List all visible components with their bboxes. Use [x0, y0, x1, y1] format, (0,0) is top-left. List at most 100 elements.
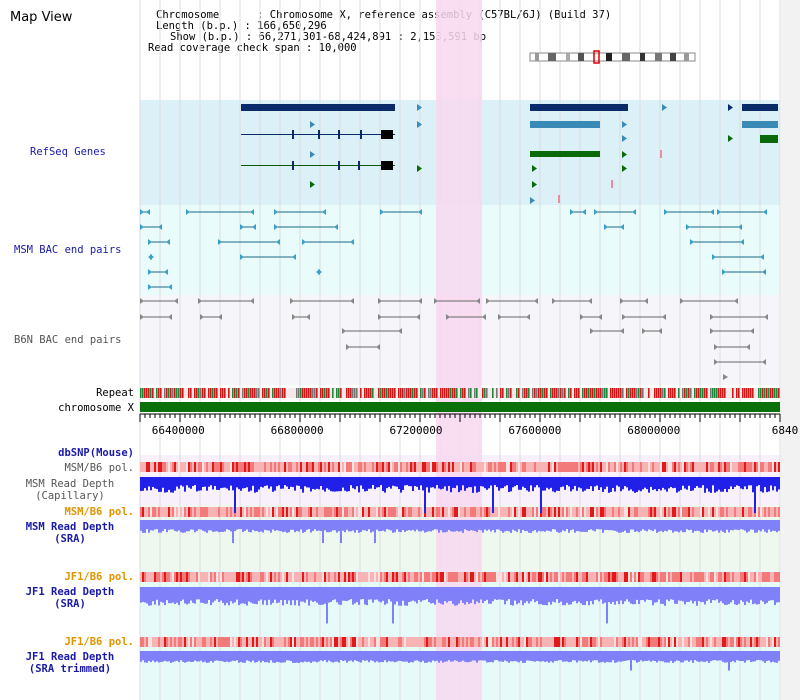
polymorphism-bin: [494, 572, 496, 582]
msm-capillary-depth-bin: [644, 477, 646, 488]
polymorphism-bin: [566, 572, 568, 582]
polymorphism-bin: [584, 572, 586, 582]
right-scrollbar[interactable]: [781, 0, 800, 700]
jf1-trimmed-depth-bin: [302, 651, 304, 663]
track-label-jf1-depth-trimmed[interactable]: JF1 Read Depth (SRA trimmed): [0, 651, 140, 675]
polymorphism-bin: [582, 637, 584, 647]
repeat-element: [546, 388, 548, 398]
repeat-element: [770, 388, 772, 398]
polymorphism-bin: [336, 462, 338, 472]
polymorphism-bin: [274, 572, 276, 582]
polymorphism-bin: [520, 572, 522, 582]
polymorphism-bin: [750, 572, 752, 582]
jf1-trimmed-depth-bin: [234, 651, 236, 661]
msm-sra-depth-bin: [776, 520, 778, 533]
polymorphism-bin: [512, 572, 514, 582]
jf1-sra-depth-bin: [280, 587, 282, 601]
msm-capillary-depth-bin: [320, 477, 322, 486]
msm-capillary-depth-bin: [382, 477, 384, 492]
msm-capillary-depth-bin: [482, 477, 484, 487]
msm-sra-depth-bin: [150, 520, 152, 531]
polymorphism-bin: [608, 507, 610, 517]
jf1-sra-depth-bin: [538, 587, 540, 605]
msm-sra-depth-bin: [414, 520, 416, 532]
track-label-msm-b6-pol-1[interactable]: MSM/B6 pol.: [64, 462, 134, 474]
msm-capillary-depth-bin: [522, 477, 524, 487]
polymorphism-bin: [514, 572, 516, 582]
track-label-msm-b6-pol-2[interactable]: MSM/B6 pol.: [64, 506, 134, 518]
polymorphism-bin: [776, 572, 778, 582]
track-label-msm-bac[interactable]: MSM BAC end pairs: [14, 244, 122, 256]
polymorphism-bin: [504, 572, 506, 582]
polymorphism-bin: [478, 637, 480, 647]
jf1-sra-depth-bin: [254, 587, 256, 604]
b6n-bac-end: [218, 314, 222, 320]
jf1-trimmed-depth-bin: [380, 651, 382, 663]
repeat-element: [378, 388, 380, 398]
msm-capillary-depth-bin: [620, 477, 622, 492]
repeat-element: [146, 388, 148, 398]
track-label-jf1-b6-pol-2[interactable]: JF1/B6 pol.: [64, 636, 134, 648]
track-label-jf1-depth-sra[interactable]: JF1 Read Depth (SRA): [0, 586, 140, 610]
jf1-trimmed-depth-bin: [764, 651, 766, 663]
msm-bac-end: [722, 269, 726, 275]
repeat-element: [416, 388, 418, 398]
polymorphism-bin: [292, 507, 294, 517]
msm-bac-end: [250, 209, 254, 215]
polymorphism-bin: [368, 507, 370, 517]
polymorphism-bin: [558, 572, 560, 582]
polymorphism-bin: [206, 572, 208, 582]
msm-capillary-depth-bin: [648, 477, 650, 493]
polymorphism-bin: [714, 572, 716, 582]
polymorphism-bin: [394, 572, 396, 582]
track-label-b6n-bac[interactable]: B6N BAC end pairs: [14, 334, 122, 346]
msm-capillary-depth-bin: [258, 477, 260, 490]
track-label-msm-depth-sra[interactable]: MSM Read Depth (SRA): [0, 521, 140, 545]
polymorphism-bin: [308, 637, 310, 647]
jf1-trimmed-depth-bin: [188, 651, 190, 662]
repeat-element: [568, 388, 570, 398]
repeat-element: [216, 388, 218, 398]
polymorphism-bin: [212, 637, 214, 647]
repeat-element: [620, 388, 622, 398]
polymorphism-bin: [448, 462, 450, 472]
track-label-msm-depth-capillary[interactable]: MSM Read Depth (Capillary): [0, 478, 140, 502]
msm-sra-depth-bin: [462, 520, 464, 533]
polymorphism-bin: [574, 462, 576, 472]
msm-capillary-depth-bin: [500, 477, 502, 489]
repeat-element: [312, 388, 314, 398]
track-label-jf1-b6-pol-1[interactable]: JF1/B6 pol.: [64, 571, 134, 583]
polymorphism-bin: [434, 462, 436, 472]
polymorphism-bin: [194, 637, 196, 647]
repeat-element: [424, 388, 426, 398]
polymorphism-bin: [406, 637, 408, 647]
msm-sra-depth-bin: [674, 520, 676, 532]
polymorphism-bin: [462, 637, 464, 647]
polymorphism-bin: [176, 462, 178, 472]
repeat-element: [278, 388, 280, 398]
msm-sra-depth-bin: [286, 520, 288, 533]
msm-bac-end: [158, 224, 162, 230]
jf1-sra-depth-bin: [700, 587, 702, 603]
polymorphism-bin: [626, 572, 628, 582]
jf1-trimmed-depth-bin: [358, 651, 360, 662]
repeat-element: [244, 388, 246, 398]
jf1-trimmed-depth-bin: [664, 651, 666, 663]
msm-capillary-depth-bin: [658, 477, 660, 489]
repeat-element: [276, 388, 278, 398]
jf1-trimmed-depth-bin: [660, 651, 662, 662]
polymorphism-bin: [498, 507, 500, 517]
msm-sra-depth-bin: [518, 520, 520, 530]
track-label-dbsnp[interactable]: dbSNP(Mouse): [58, 447, 134, 459]
polymorphism-bin: [744, 572, 746, 582]
polymorphism-bin: [148, 637, 150, 647]
repeat-element: [532, 388, 534, 398]
jf1-trimmed-depth-bin: [568, 651, 570, 663]
ideogram: [529, 52, 696, 62]
track-label-refseq[interactable]: RefSeq Genes: [30, 146, 106, 158]
polymorphism-bin: [386, 637, 388, 647]
polymorphism-bin: [530, 462, 532, 472]
polymorphism-bin: [158, 462, 160, 472]
msm-capillary-depth-bin: [502, 477, 504, 489]
